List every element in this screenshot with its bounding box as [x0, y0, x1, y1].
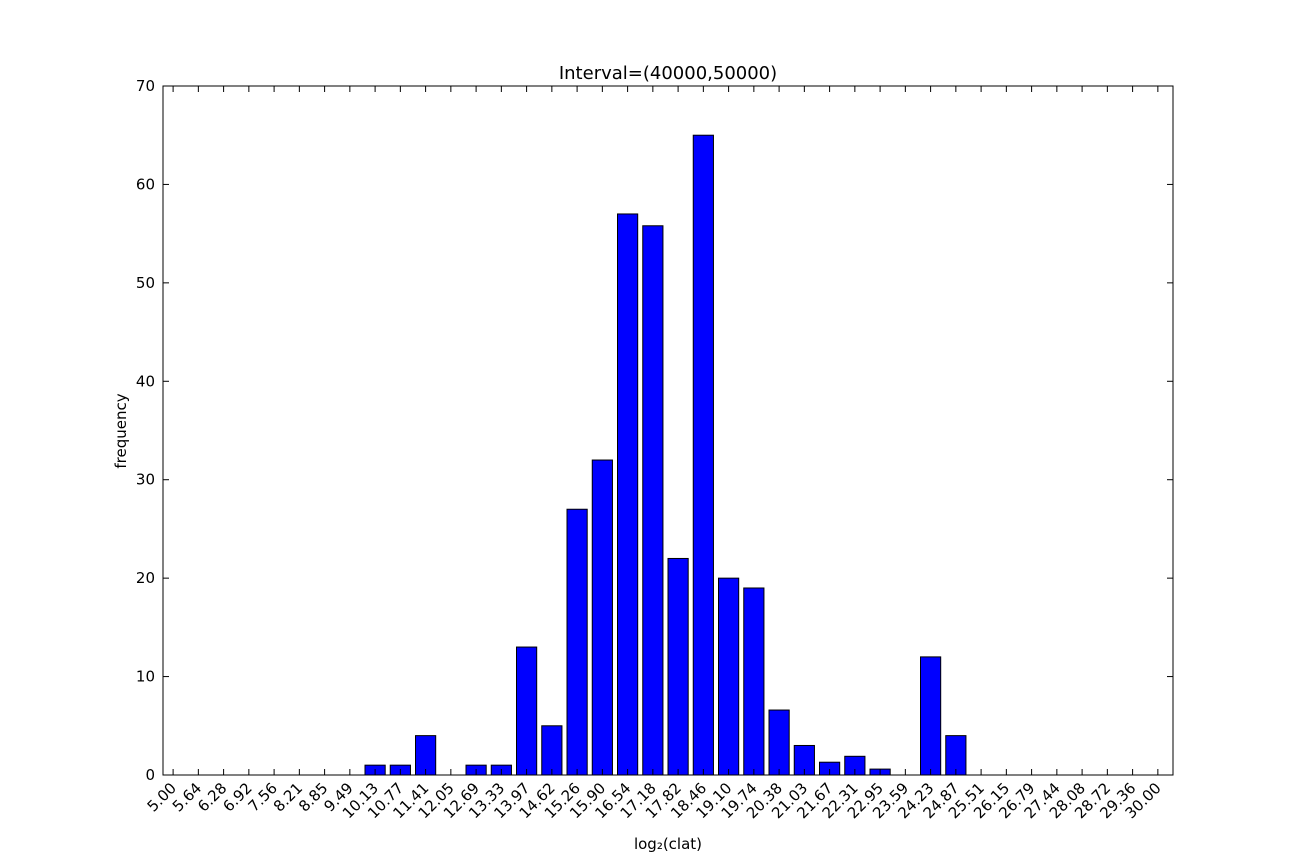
y-tick-label: 70 [136, 77, 155, 95]
y-tick-label: 40 [136, 372, 155, 390]
bar [617, 213, 639, 776]
bar [566, 508, 588, 776]
bar [667, 557, 689, 776]
bar [591, 459, 613, 776]
bar [642, 225, 664, 776]
y-tick-label: 0 [145, 766, 155, 784]
bar [718, 577, 740, 776]
bar [920, 656, 942, 776]
y-tick-label: 10 [136, 668, 155, 686]
plot-frame [162, 85, 1174, 776]
x-axis-label: log₂(clat) [634, 835, 702, 853]
bar [692, 134, 714, 776]
y-tick-label: 30 [136, 471, 155, 489]
y-tick-label: 60 [136, 175, 155, 193]
y-axis-label: frequency [112, 393, 130, 468]
bar [541, 725, 563, 776]
bar [768, 709, 790, 776]
chart-title: Interval=(40000,50000) [559, 63, 777, 84]
bar [516, 646, 538, 776]
y-tick-label: 20 [136, 569, 155, 587]
y-tick-label: 50 [136, 274, 155, 292]
bar [743, 587, 765, 776]
